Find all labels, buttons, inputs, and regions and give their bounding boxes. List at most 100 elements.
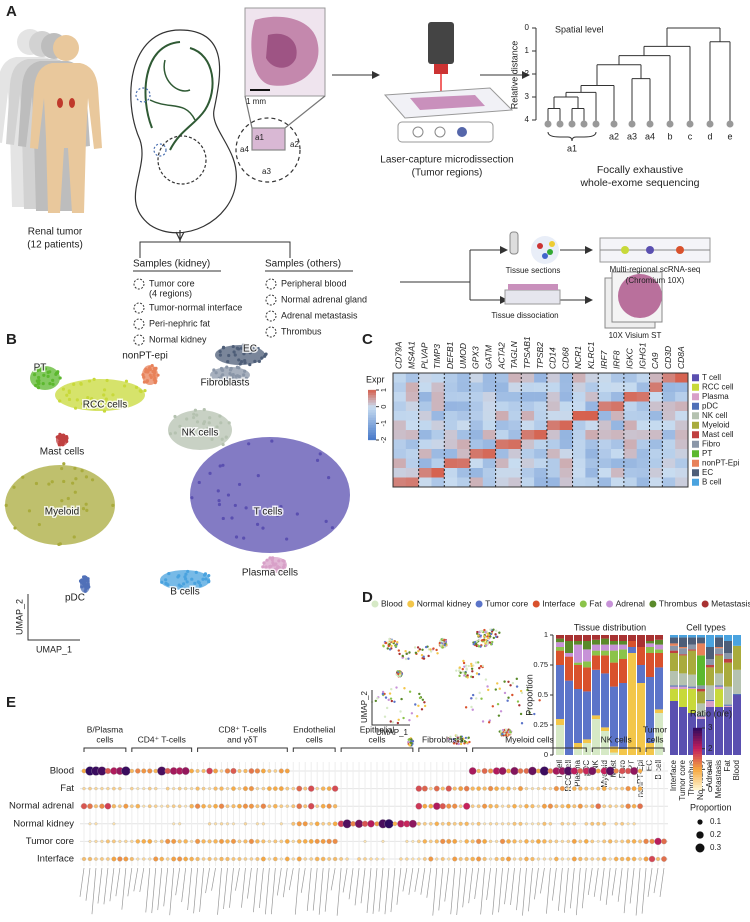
dot xyxy=(320,838,326,844)
colorbar-title: Expr xyxy=(366,374,385,384)
dot xyxy=(488,822,493,826)
dot xyxy=(278,786,284,791)
heatmap-cell xyxy=(662,439,676,450)
heatmap-cell xyxy=(572,449,586,459)
cell-point xyxy=(503,680,506,683)
cell-point xyxy=(422,657,426,660)
dot xyxy=(237,769,242,773)
heatmap-cell xyxy=(572,373,586,383)
cell-point xyxy=(272,563,277,567)
heatmap-cell xyxy=(662,449,676,459)
dot xyxy=(118,839,122,843)
gene-label: CD14 xyxy=(548,347,558,369)
heatmap-cell xyxy=(405,401,419,412)
group-bracket xyxy=(83,747,127,752)
heatmap-cell xyxy=(457,411,471,421)
heatmap-cell xyxy=(546,392,561,402)
cell-point xyxy=(409,741,413,745)
dot xyxy=(518,786,523,792)
cell-point xyxy=(60,466,64,471)
bar-segment xyxy=(556,642,564,647)
axis-label: Relative distance xyxy=(509,41,519,110)
bar-segment xyxy=(619,641,627,645)
heatmap-cell xyxy=(598,420,612,431)
dot xyxy=(494,856,499,862)
bar-segment xyxy=(715,635,723,638)
x-label-stub xyxy=(426,867,432,898)
bar-segment xyxy=(670,645,678,651)
legend-label: Interface xyxy=(542,598,575,608)
heatmap-cell xyxy=(636,420,650,431)
x-label-stub xyxy=(217,867,222,915)
heatmap-cell xyxy=(482,449,496,459)
colorbar-step xyxy=(368,417,376,421)
group-bracket xyxy=(418,747,468,752)
dot xyxy=(118,804,122,809)
heatmap-cell xyxy=(508,458,522,469)
dot xyxy=(243,857,248,861)
heatmap-cell xyxy=(521,468,535,478)
heatmap-cell xyxy=(393,373,407,383)
cell-point xyxy=(61,433,65,437)
caption: whole-exome sequencing xyxy=(579,177,699,189)
dot xyxy=(405,839,409,843)
cell-point xyxy=(475,697,478,700)
legend-swatch xyxy=(692,383,699,391)
cell-point xyxy=(227,353,231,358)
cell-point xyxy=(407,738,410,741)
cell-point xyxy=(504,728,508,731)
dot xyxy=(470,839,475,844)
cell-point xyxy=(487,721,491,724)
dot xyxy=(506,856,511,862)
heatmap-cell xyxy=(469,373,484,383)
dot xyxy=(488,786,494,792)
person-head xyxy=(53,35,79,61)
cell-point xyxy=(482,635,486,638)
heatmap-cell xyxy=(457,382,471,393)
cell-point xyxy=(420,708,424,711)
legend-swatch xyxy=(692,374,699,382)
cell-point xyxy=(458,666,461,669)
heatmap-cell xyxy=(495,468,509,478)
x-label-stub xyxy=(647,867,653,897)
dot xyxy=(184,804,188,808)
dot xyxy=(572,822,577,826)
cell-point xyxy=(388,643,391,646)
dot xyxy=(112,786,116,791)
dot xyxy=(189,856,194,862)
heatmap-cell xyxy=(623,439,637,450)
group-label: Endothelial xyxy=(293,724,335,734)
cell-point xyxy=(219,421,223,425)
dot xyxy=(207,804,212,809)
bar-segment xyxy=(679,689,687,707)
bar-segment xyxy=(574,665,582,689)
legend-swatch xyxy=(692,412,699,420)
cell-point xyxy=(396,721,400,725)
cell-point xyxy=(394,645,398,648)
heatmap-cell xyxy=(623,468,637,478)
dot xyxy=(446,838,452,844)
bar-segment xyxy=(556,638,564,643)
cell-point xyxy=(232,379,236,383)
legend-swatch xyxy=(606,600,614,608)
dot xyxy=(104,802,112,810)
dot xyxy=(111,804,117,809)
cell-point xyxy=(208,471,212,475)
tick-label: 1 xyxy=(708,764,713,773)
heatmap-cell xyxy=(457,439,471,450)
x-label-stub xyxy=(247,867,252,899)
samples-title: Samples (others) xyxy=(265,259,341,270)
dot xyxy=(510,766,519,776)
cell-point xyxy=(509,684,512,687)
legend-label: Normal kidney xyxy=(417,598,472,608)
bar-segment xyxy=(706,635,714,647)
cell-point xyxy=(214,371,218,375)
legend-swatch xyxy=(692,393,699,401)
bar-segment xyxy=(601,635,609,639)
dot xyxy=(171,838,177,844)
cell-point xyxy=(455,669,458,672)
dot xyxy=(411,839,415,843)
cell-point xyxy=(225,377,230,381)
group-label: and γδT xyxy=(227,734,258,744)
bar-segment xyxy=(670,650,678,653)
